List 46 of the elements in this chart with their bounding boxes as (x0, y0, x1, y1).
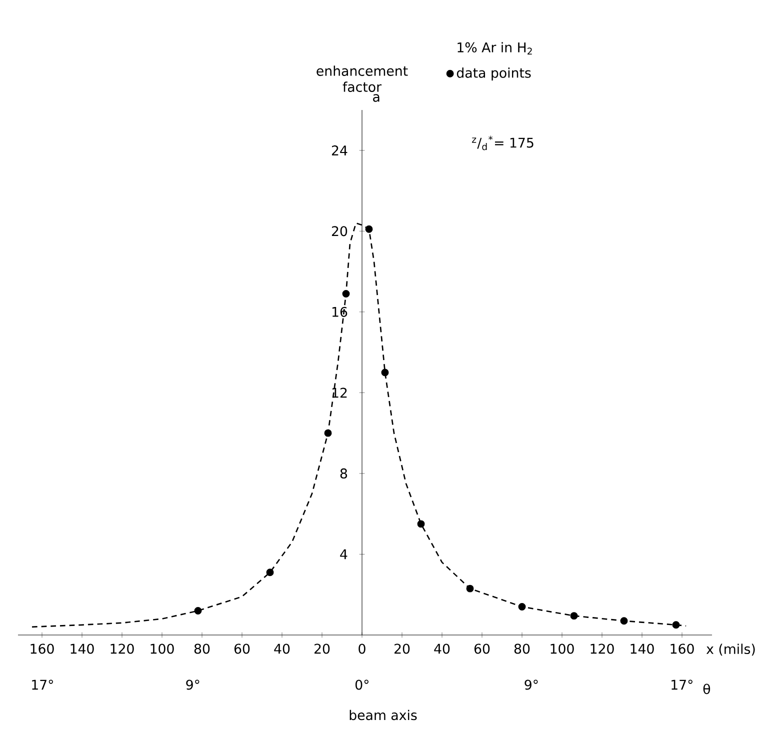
x-tick-label: 80 (514, 644, 530, 654)
point (570, 612, 578, 620)
x2-tick-label: 0° (355, 680, 368, 690)
text: a (373, 94, 380, 102)
point (365, 225, 373, 233)
x2-tick-label: 17° (672, 680, 692, 690)
point (266, 568, 274, 576)
x2-tick-label: 9° (524, 680, 538, 690)
x2-axis-title: θ (703, 684, 710, 694)
point (620, 617, 628, 625)
x-tick-label: 40 (434, 644, 450, 654)
point (518, 602, 526, 610)
legend-label: data points (456, 68, 531, 80)
point (194, 607, 202, 615)
x-tick-label: 20 (394, 644, 410, 654)
point (381, 368, 389, 376)
x-tick-label: 20 (314, 644, 330, 654)
x-tick-label: 100 (150, 644, 174, 654)
text: beam axis (350, 710, 417, 720)
y-tick-label: 24 (332, 145, 348, 156)
x-axis-title: x (mils) (706, 644, 755, 656)
point (417, 520, 425, 528)
x-tick-label: 0 (358, 644, 366, 654)
x-tick-label: 140 (630, 644, 654, 654)
x-tick-label: 160 (30, 644, 54, 654)
y-tick-label: 12 (332, 388, 347, 398)
point (672, 621, 680, 629)
annotation: $^{z}$/$_{d}$$^{*}$= 175 (472, 136, 534, 150)
y-tick-label: 20 (332, 226, 348, 236)
x-tick-label: 120 (590, 644, 614, 654)
x2-tick-label: 17° (32, 680, 53, 690)
y-tick-label: 8 (340, 468, 348, 478)
x2-tick-label: 9° (186, 680, 200, 690)
x-tick-label: 60 (234, 644, 250, 654)
x-tick-label: 100 (550, 644, 574, 654)
x-tick-label: 60 (474, 644, 490, 654)
x-tick-label: 140 (70, 644, 94, 654)
point (324, 429, 332, 437)
point (342, 290, 350, 298)
y-tick-label: 4 (340, 549, 348, 560)
x-tick-label: 120 (110, 644, 134, 654)
x-tick-label: 40 (274, 644, 290, 654)
x-tick-label: 160 (670, 644, 694, 654)
point (466, 584, 474, 592)
legend-title: 1% Ar in H$_{2}$ (458, 42, 532, 55)
x-tick-label: 80 (194, 644, 210, 654)
